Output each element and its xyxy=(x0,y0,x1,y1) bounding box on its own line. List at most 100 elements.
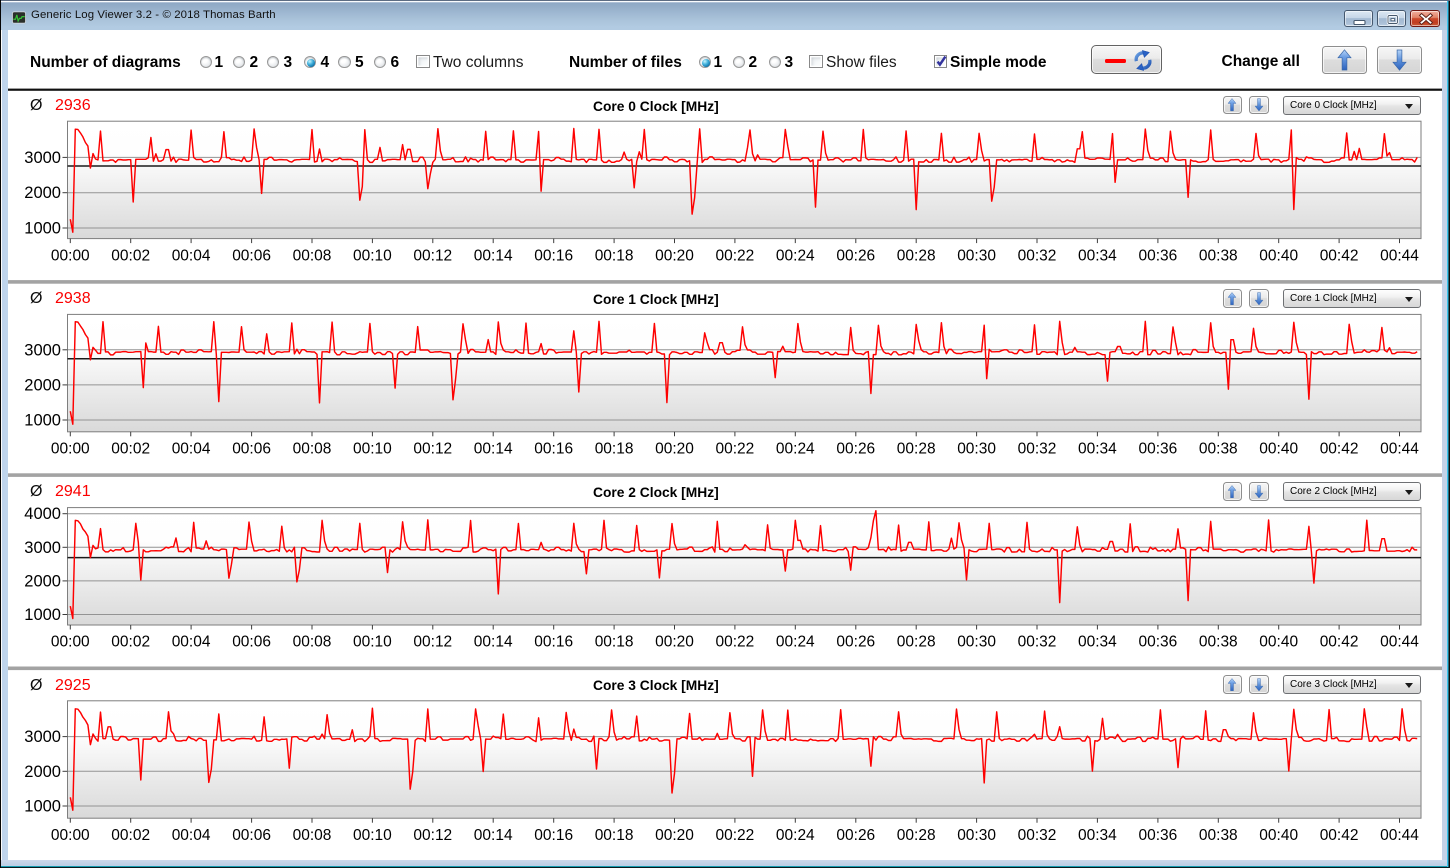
svg-text:00:12: 00:12 xyxy=(413,634,452,651)
svg-text:00:28: 00:28 xyxy=(897,634,936,651)
svg-text:00:34: 00:34 xyxy=(1078,827,1117,844)
svg-text:00:08: 00:08 xyxy=(293,634,332,651)
svg-text:00:06: 00:06 xyxy=(232,441,271,458)
svg-text:3000: 3000 xyxy=(24,341,61,359)
svg-text:00:42: 00:42 xyxy=(1320,247,1359,264)
svg-text:00:02: 00:02 xyxy=(111,441,150,458)
svg-text:00:24: 00:24 xyxy=(776,827,815,844)
svg-text:00:14: 00:14 xyxy=(474,634,513,651)
svg-text:00:38: 00:38 xyxy=(1199,827,1238,844)
svg-text:3000: 3000 xyxy=(24,728,61,746)
svg-text:00:10: 00:10 xyxy=(353,634,392,651)
svg-text:00:22: 00:22 xyxy=(716,441,755,458)
svg-text:4000: 4000 xyxy=(24,505,61,523)
svg-text:00:22: 00:22 xyxy=(716,827,755,844)
svg-text:00:20: 00:20 xyxy=(655,827,694,844)
svg-text:00:04: 00:04 xyxy=(172,441,211,458)
svg-text:00:08: 00:08 xyxy=(293,827,332,844)
svg-text:1000: 1000 xyxy=(24,412,61,430)
svg-text:00:32: 00:32 xyxy=(1018,634,1057,651)
svg-text:00:38: 00:38 xyxy=(1199,634,1238,651)
svg-text:00:22: 00:22 xyxy=(716,247,755,264)
svg-text:00:06: 00:06 xyxy=(232,247,271,264)
svg-text:2000: 2000 xyxy=(24,763,61,781)
svg-text:00:04: 00:04 xyxy=(172,827,211,844)
svg-text:00:40: 00:40 xyxy=(1259,827,1298,844)
svg-text:00:26: 00:26 xyxy=(836,247,875,264)
svg-text:00:18: 00:18 xyxy=(595,247,634,264)
svg-text:00:00: 00:00 xyxy=(51,827,90,844)
svg-text:00:18: 00:18 xyxy=(595,441,634,458)
svg-text:00:36: 00:36 xyxy=(1139,247,1178,264)
svg-text:00:12: 00:12 xyxy=(413,827,452,844)
svg-text:00:02: 00:02 xyxy=(111,634,150,651)
svg-text:3000: 3000 xyxy=(24,149,61,167)
svg-text:00:10: 00:10 xyxy=(353,441,392,458)
svg-text:00:00: 00:00 xyxy=(51,634,90,651)
svg-text:00:44: 00:44 xyxy=(1380,441,1419,458)
svg-text:00:00: 00:00 xyxy=(51,247,90,264)
svg-text:00:44: 00:44 xyxy=(1380,634,1419,651)
svg-text:00:28: 00:28 xyxy=(897,827,936,844)
svg-text:00:42: 00:42 xyxy=(1320,634,1359,651)
svg-text:2000: 2000 xyxy=(24,376,61,394)
svg-text:00:10: 00:10 xyxy=(353,827,392,844)
svg-text:00:40: 00:40 xyxy=(1259,441,1298,458)
svg-text:00:42: 00:42 xyxy=(1320,827,1359,844)
svg-text:00:04: 00:04 xyxy=(172,247,211,264)
svg-text:00:36: 00:36 xyxy=(1139,634,1178,651)
svg-text:00:28: 00:28 xyxy=(897,441,936,458)
svg-text:00:24: 00:24 xyxy=(776,634,815,651)
svg-text:00:20: 00:20 xyxy=(655,441,694,458)
svg-text:00:44: 00:44 xyxy=(1380,247,1419,264)
svg-text:00:24: 00:24 xyxy=(776,247,815,264)
svg-text:00:06: 00:06 xyxy=(232,634,271,651)
svg-text:00:16: 00:16 xyxy=(534,441,573,458)
svg-text:00:24: 00:24 xyxy=(776,441,815,458)
svg-text:00:10: 00:10 xyxy=(353,247,392,264)
svg-text:00:06: 00:06 xyxy=(232,827,271,844)
svg-text:00:44: 00:44 xyxy=(1380,827,1419,844)
svg-text:00:16: 00:16 xyxy=(534,827,573,844)
svg-text:00:00: 00:00 xyxy=(51,441,90,458)
svg-text:00:18: 00:18 xyxy=(595,827,634,844)
svg-text:00:08: 00:08 xyxy=(293,247,332,264)
svg-text:00:04: 00:04 xyxy=(172,634,211,651)
svg-text:00:14: 00:14 xyxy=(474,247,513,264)
svg-text:1000: 1000 xyxy=(24,798,61,816)
svg-text:00:42: 00:42 xyxy=(1320,441,1359,458)
svg-text:00:30: 00:30 xyxy=(957,827,996,844)
svg-text:00:22: 00:22 xyxy=(716,634,755,651)
svg-text:00:14: 00:14 xyxy=(474,827,513,844)
svg-text:00:12: 00:12 xyxy=(413,247,452,264)
svg-text:00:34: 00:34 xyxy=(1078,247,1117,264)
svg-text:1000: 1000 xyxy=(24,606,61,624)
svg-text:00:32: 00:32 xyxy=(1018,441,1057,458)
svg-text:00:02: 00:02 xyxy=(111,247,150,264)
svg-text:00:08: 00:08 xyxy=(293,441,332,458)
svg-text:1000: 1000 xyxy=(24,220,61,238)
svg-text:00:40: 00:40 xyxy=(1259,247,1298,264)
svg-text:00:32: 00:32 xyxy=(1018,247,1057,264)
svg-text:00:16: 00:16 xyxy=(534,247,573,264)
svg-text:00:32: 00:32 xyxy=(1018,827,1057,844)
svg-text:2000: 2000 xyxy=(24,572,61,590)
svg-text:2000: 2000 xyxy=(24,184,61,202)
svg-text:00:14: 00:14 xyxy=(474,441,513,458)
svg-text:00:20: 00:20 xyxy=(655,634,694,651)
svg-text:00:26: 00:26 xyxy=(836,634,875,651)
svg-text:00:18: 00:18 xyxy=(595,634,634,651)
svg-text:00:20: 00:20 xyxy=(655,247,694,264)
svg-text:00:26: 00:26 xyxy=(836,827,875,844)
svg-text:00:36: 00:36 xyxy=(1139,827,1178,844)
svg-text:00:28: 00:28 xyxy=(897,247,936,264)
svg-text:00:34: 00:34 xyxy=(1078,441,1117,458)
svg-text:00:38: 00:38 xyxy=(1199,441,1238,458)
svg-text:00:30: 00:30 xyxy=(957,441,996,458)
svg-text:00:38: 00:38 xyxy=(1199,247,1238,264)
svg-text:3000: 3000 xyxy=(24,539,61,557)
svg-text:00:30: 00:30 xyxy=(957,247,996,264)
svg-text:00:12: 00:12 xyxy=(413,441,452,458)
svg-text:00:30: 00:30 xyxy=(957,634,996,651)
svg-text:00:16: 00:16 xyxy=(534,634,573,651)
